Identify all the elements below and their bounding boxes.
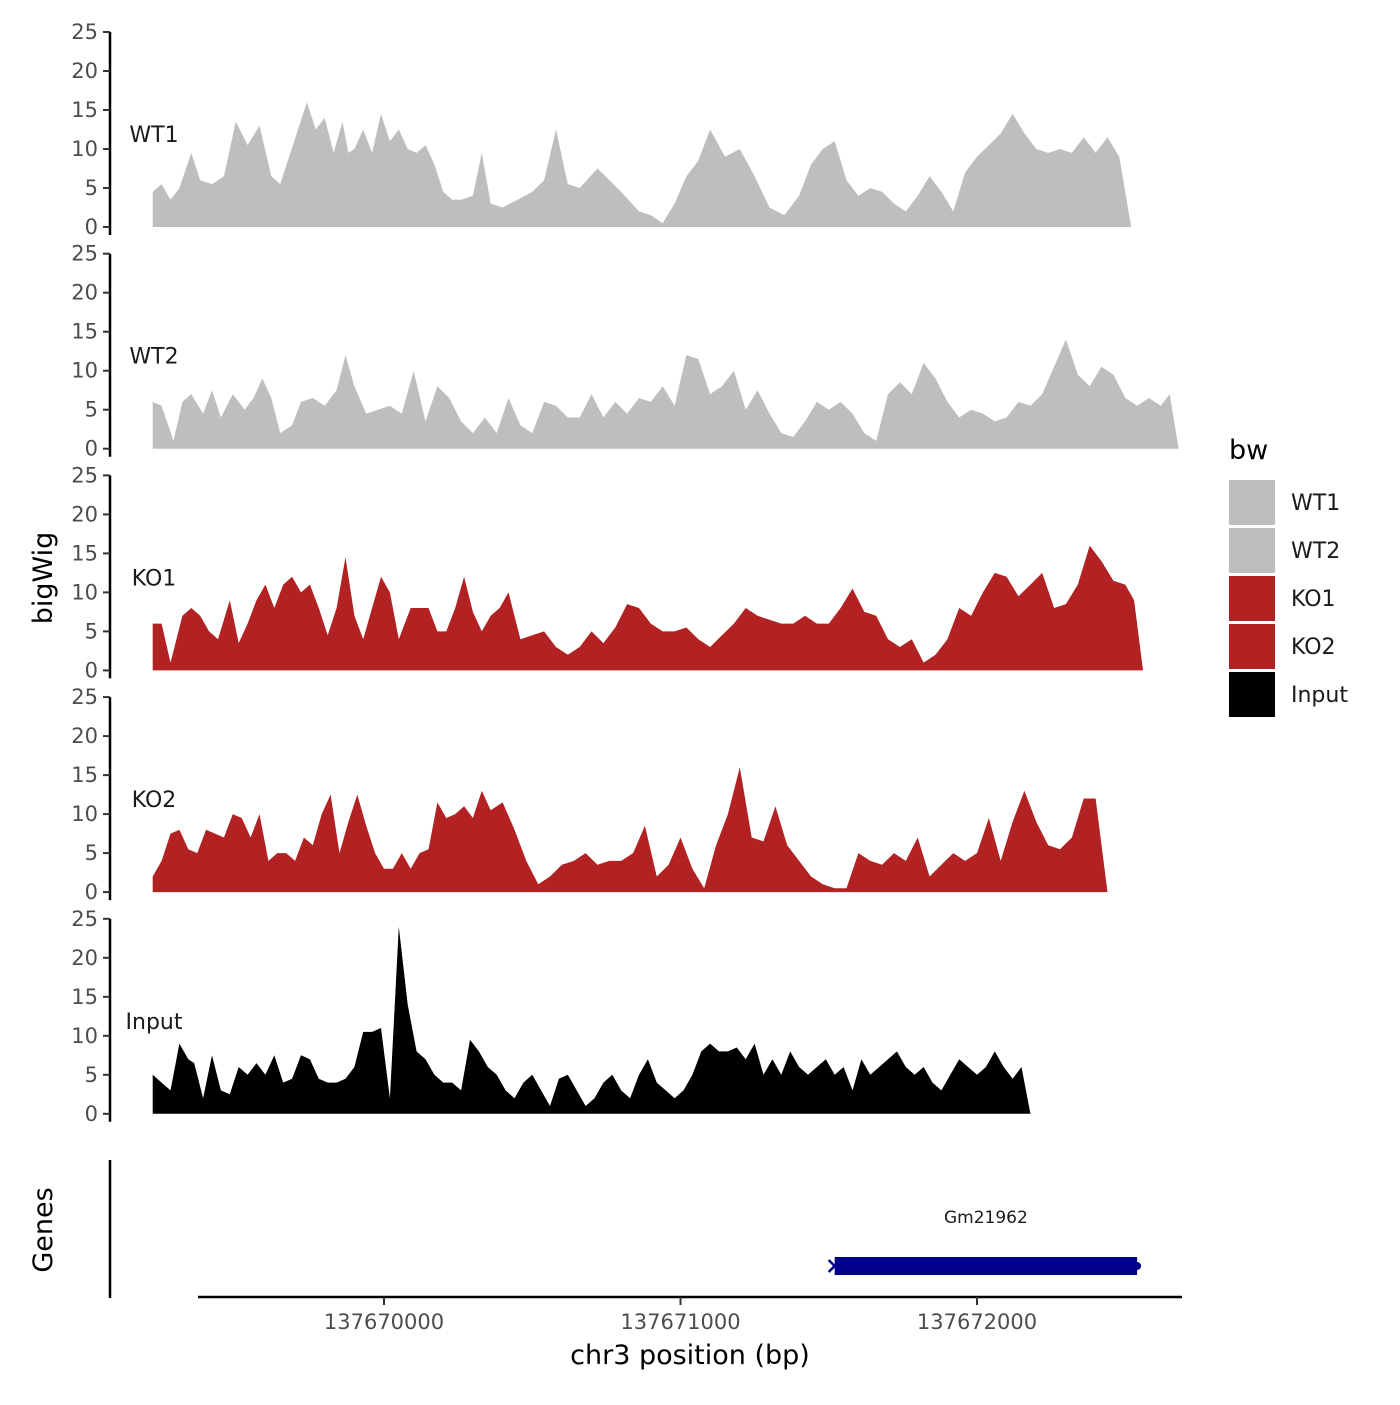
y-tick-label: 20 xyxy=(71,946,98,970)
y-tick-label: 0 xyxy=(85,437,98,461)
y-tick-label: 15 xyxy=(71,541,98,565)
y-tick-label: 10 xyxy=(71,137,98,161)
y-tick-label: 10 xyxy=(71,580,98,604)
y-tick-label: 15 xyxy=(71,98,98,122)
genes-axis-title: Genes xyxy=(28,1187,59,1272)
legend-label: KO1 xyxy=(1291,587,1336,612)
track-label: Input xyxy=(126,1010,183,1035)
legend: bw WT1 WT2 KO1 KO2 Input xyxy=(1229,435,1348,717)
y-tick-label: 25 xyxy=(71,20,98,44)
y-tick-label: 25 xyxy=(71,685,98,709)
legend-entry-ko1: KO1 xyxy=(1229,576,1336,621)
track-input: 0 5 10 15 20 25 Input xyxy=(71,907,1179,1126)
y-tick-label: 25 xyxy=(71,907,98,931)
y-tick-label: 25 xyxy=(71,242,98,266)
y-tick-label: 15 xyxy=(71,320,98,344)
track-wt1: 0 5 10 15 20 25 WT1 xyxy=(71,20,1179,239)
legend-label: KO2 xyxy=(1291,635,1336,660)
x-tick-label: 137670000 xyxy=(324,1310,444,1334)
y-tick-label: 10 xyxy=(71,359,98,383)
track-wt2: 0 5 10 15 20 25 WT2 xyxy=(71,242,1179,461)
track-label: KO1 xyxy=(132,566,177,591)
x-axis: 137670000 137671000 137672000 xyxy=(198,1295,1182,1334)
y-tick-label: 20 xyxy=(71,59,98,83)
y-tick-label: 0 xyxy=(85,215,98,239)
gene-gm21962: Gm21962 xyxy=(827,1208,1142,1275)
x-tick-label: 137671000 xyxy=(620,1310,740,1334)
legend-label: WT1 xyxy=(1291,491,1340,516)
genes-layer: Gm21962 xyxy=(108,1160,1142,1298)
area-wt1 xyxy=(152,102,1179,227)
track-label: KO2 xyxy=(132,788,177,813)
y-tick-label: 15 xyxy=(71,985,98,1009)
y-axis-title: bigWig xyxy=(28,532,59,625)
y-tick-label: 10 xyxy=(71,802,98,826)
gene-start-marker xyxy=(827,1259,837,1273)
x-tick-label: 137672000 xyxy=(917,1310,1037,1334)
x-axis-title: chr3 position (bp) xyxy=(570,1340,810,1371)
y-tick-label: 5 xyxy=(85,841,98,865)
track-ko2: 0 5 10 15 20 25 KO2 xyxy=(71,685,1179,904)
legend-swatch xyxy=(1229,672,1275,717)
y-tick-label: 10 xyxy=(71,1024,98,1048)
legend-entry-wt2: WT2 xyxy=(1229,528,1340,573)
gene-body xyxy=(834,1257,1138,1275)
legend-entry-wt1: WT1 xyxy=(1229,480,1340,525)
track-label: WT1 xyxy=(129,123,178,148)
area-ko2 xyxy=(152,767,1179,893)
gene-end-marker xyxy=(1133,1262,1142,1270)
legend-swatch xyxy=(1229,480,1275,525)
legend-swatch xyxy=(1229,576,1275,621)
y-tick-label: 0 xyxy=(85,658,98,682)
y-tick-label: 20 xyxy=(71,724,98,748)
tracks-layer: 0510152025WT10510152025WT20510152025KO10… xyxy=(71,20,1179,1126)
y-tick-label: 20 xyxy=(71,281,98,305)
legend-entry-ko2: KO2 xyxy=(1229,624,1336,669)
gene-label: Gm21962 xyxy=(944,1208,1028,1228)
area-input xyxy=(152,926,1179,1114)
y-tick-label: 0 xyxy=(85,1102,98,1126)
legend-title: bw xyxy=(1229,435,1268,466)
legend-swatch xyxy=(1229,528,1275,573)
y-tick-label: 5 xyxy=(85,619,98,643)
track-ko1: 0 5 10 15 20 25 KO1 xyxy=(71,463,1179,682)
legend-entry-input: Input xyxy=(1229,672,1348,717)
y-tick-label: 20 xyxy=(71,502,98,526)
y-tick-label: 5 xyxy=(85,1063,98,1087)
y-tick-label: 15 xyxy=(71,763,98,787)
y-tick-label: 5 xyxy=(85,398,98,422)
y-tick-label: 5 xyxy=(85,176,98,200)
y-tick-label: 0 xyxy=(85,880,98,904)
area-wt2 xyxy=(152,339,1179,449)
legend-label: WT2 xyxy=(1291,539,1340,564)
y-tick-label: 25 xyxy=(71,463,98,487)
track-label: WT2 xyxy=(129,345,178,370)
legend-label: Input xyxy=(1291,683,1348,708)
area-ko1 xyxy=(152,545,1179,671)
legend-swatch xyxy=(1229,624,1275,669)
